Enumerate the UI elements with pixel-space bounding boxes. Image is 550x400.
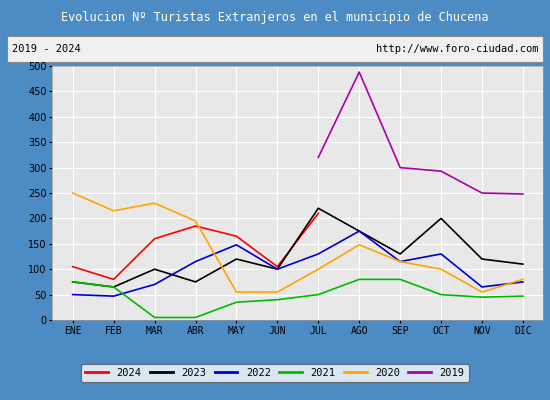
Text: http://www.foro-ciudad.com: http://www.foro-ciudad.com — [376, 44, 538, 54]
Legend: 2024, 2023, 2022, 2021, 2020, 2019: 2024, 2023, 2022, 2021, 2020, 2019 — [81, 364, 469, 382]
Text: Evolucion Nº Turistas Extranjeros en el municipio de Chucena: Evolucion Nº Turistas Extranjeros en el … — [61, 10, 489, 24]
Text: 2019 - 2024: 2019 - 2024 — [12, 44, 81, 54]
